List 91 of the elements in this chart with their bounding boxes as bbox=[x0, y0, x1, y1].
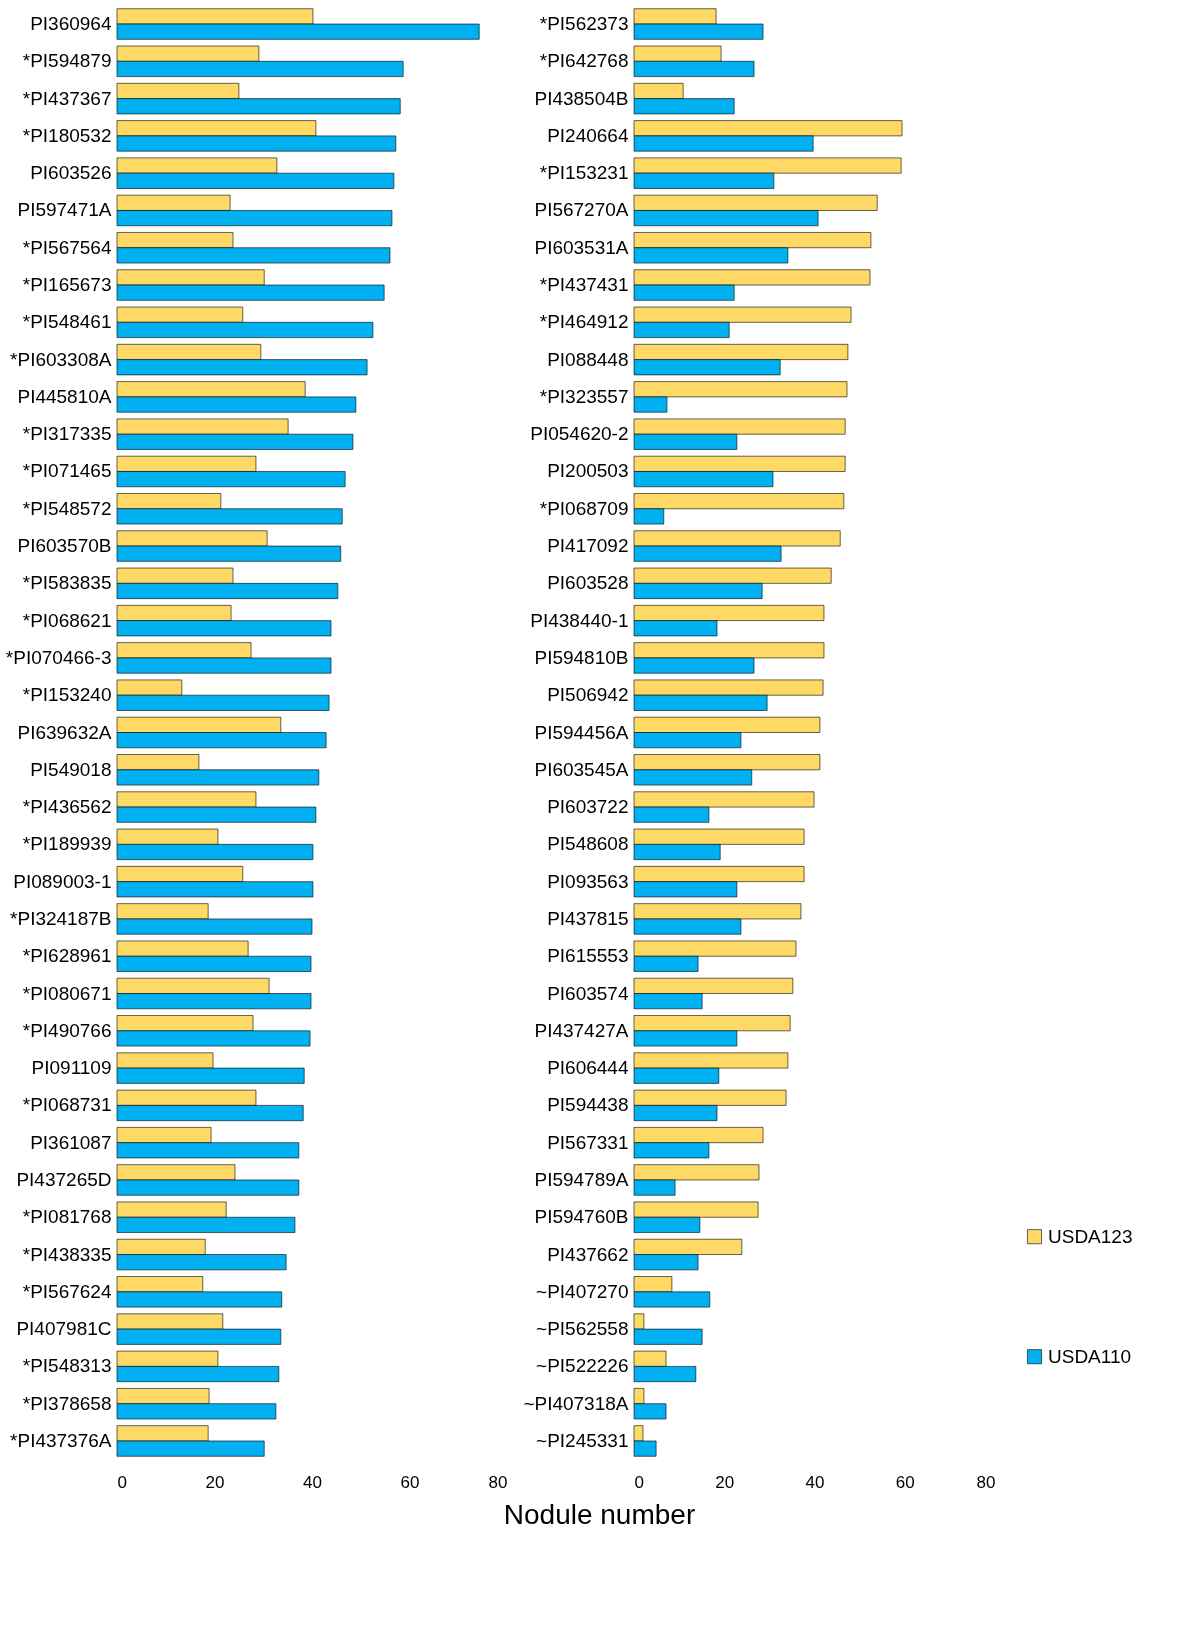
legend-label: USDA123 bbox=[1048, 1225, 1133, 1247]
y-tick-label: *PI603308A bbox=[10, 348, 112, 370]
y-tick-label: PI088448 bbox=[547, 348, 629, 370]
y-tick-label: ~PI407318A bbox=[523, 1392, 629, 1414]
y-tick-label: PI639632A bbox=[17, 721, 112, 743]
y-tick-label: PI567331 bbox=[547, 1131, 629, 1153]
y-tick-label: ~PI407270 bbox=[536, 1280, 629, 1302]
y-tick-label: PI437427A bbox=[534, 1019, 629, 1041]
x-tick-label: 0 bbox=[634, 1472, 644, 1492]
x-tick-label: 40 bbox=[303, 1472, 322, 1492]
y-tick-label: PI445810A bbox=[17, 385, 112, 407]
y-tick-label: *PI490766 bbox=[22, 1019, 112, 1041]
y-tick-label: PI567270A bbox=[534, 199, 629, 221]
x-tick-label: 40 bbox=[805, 1472, 825, 1492]
y-tick-label: PI603722 bbox=[547, 796, 629, 818]
y-tick-label: PI438440-1 bbox=[530, 609, 629, 631]
y-tick-label: PI240664 bbox=[547, 124, 629, 146]
y-tick-label: PI200503 bbox=[547, 460, 629, 482]
y-tick-label: *PI180532 bbox=[22, 124, 112, 146]
y-tick-label: *PI594879 bbox=[22, 50, 112, 72]
y-tick-label: PI603526 bbox=[30, 162, 112, 184]
y-tick-label: PI615553 bbox=[547, 945, 629, 967]
y-tick-label: PI548608 bbox=[547, 833, 629, 855]
y-tick-label: PI549018 bbox=[30, 758, 112, 780]
y-tick-label: PI603574 bbox=[547, 982, 629, 1004]
x-tick-label: 80 bbox=[488, 1472, 508, 1492]
y-tick-label: PI091109 bbox=[31, 1057, 112, 1079]
y-tick-label: PI360964 bbox=[30, 13, 112, 35]
y-tick-label: ~PI562558 bbox=[536, 1318, 629, 1340]
y-tick-label: PI594810B bbox=[534, 646, 629, 668]
y-tick-label: *PI068731 bbox=[22, 1094, 112, 1116]
x-tick-label: 20 bbox=[205, 1472, 225, 1492]
y-tick-label: *PI567624 bbox=[22, 1280, 112, 1302]
y-tick-label: *PI317335 bbox=[22, 423, 112, 445]
x-axis-title: Nodule number bbox=[502, 1499, 697, 1531]
y-tick-label: PI089003-1 bbox=[13, 870, 112, 892]
y-tick-label: PI594789A bbox=[534, 1168, 629, 1190]
y-tick-label: *PI437376A bbox=[10, 1429, 112, 1451]
y-tick-label: *PI068709 bbox=[539, 497, 629, 519]
y-tick-label: *PI437431 bbox=[539, 274, 629, 296]
y-tick-label: *PI153240 bbox=[22, 684, 112, 706]
y-tick-label: PI594760B bbox=[534, 1206, 629, 1228]
y-tick-label: PI054620-2 bbox=[530, 423, 629, 445]
y-tick-label: *PI165673 bbox=[22, 274, 112, 296]
y-tick-label: PI417092 bbox=[547, 535, 629, 557]
y-tick-label: PI437265D bbox=[16, 1168, 112, 1190]
y-tick-label: PI594456A bbox=[534, 721, 629, 743]
x-tick-label: 80 bbox=[976, 1472, 996, 1492]
y-tick-label: *PI548572 bbox=[22, 497, 112, 519]
y-tick-label: *PI323557 bbox=[539, 385, 629, 407]
y-tick-label: *PI378658 bbox=[22, 1392, 112, 1414]
y-tick-label: *PI081768 bbox=[22, 1206, 112, 1228]
y-tick-label: PI603528 bbox=[547, 572, 629, 594]
y-tick-label: PI603570B bbox=[17, 535, 112, 557]
y-tick-label: *PI436562 bbox=[22, 796, 112, 818]
x-tick-label: 20 bbox=[715, 1472, 735, 1492]
y-tick-label: PI603545A bbox=[534, 758, 629, 780]
y-tick-label: *PI070466-3 bbox=[5, 646, 112, 668]
y-tick-label: PI361087 bbox=[30, 1131, 112, 1153]
y-tick-label: *PI153231 bbox=[539, 162, 629, 184]
y-tick-label: *PI438335 bbox=[22, 1243, 112, 1265]
y-tick-label: *PI437367 bbox=[22, 87, 112, 109]
y-tick-label: *PI548461 bbox=[22, 311, 112, 333]
y-tick-label: *PI324187B bbox=[10, 907, 112, 929]
y-tick-label: *PI189939 bbox=[22, 833, 112, 855]
y-tick-label: *PI080671 bbox=[22, 982, 112, 1004]
x-tick-label: 0 bbox=[117, 1472, 127, 1492]
y-tick-label: *PI562373 bbox=[539, 13, 629, 35]
y-tick-label: *PI642768 bbox=[539, 50, 629, 72]
y-tick-label: PI437662 bbox=[547, 1243, 629, 1265]
y-tick-label: ~PI522226 bbox=[536, 1355, 629, 1377]
y-tick-label: PI407981C bbox=[16, 1318, 112, 1340]
y-tick-label: PI506942 bbox=[547, 684, 629, 706]
x-tick-label: 60 bbox=[895, 1472, 915, 1492]
y-tick-label: PI437815 bbox=[547, 907, 629, 929]
y-tick-label: PI597471A bbox=[17, 199, 112, 221]
y-tick-label: PI606444 bbox=[547, 1057, 629, 1079]
y-tick-label: *PI628961 bbox=[22, 945, 112, 967]
y-tick-label: PI603531A bbox=[534, 236, 629, 258]
y-tick-label: *PI583835 bbox=[22, 572, 112, 594]
y-tick-label: PI093563 bbox=[547, 870, 629, 892]
y-tick-label: ~PI245331 bbox=[536, 1429, 629, 1451]
y-tick-label: PI438504B bbox=[534, 87, 629, 109]
legend-label: USDA110 bbox=[1048, 1345, 1132, 1367]
x-tick-label: 60 bbox=[400, 1472, 420, 1492]
y-tick-label: *PI567564 bbox=[22, 236, 112, 258]
y-tick-label: *PI071465 bbox=[22, 460, 112, 482]
y-tick-label: *PI464912 bbox=[539, 311, 629, 333]
y-tick-label: PI594438 bbox=[547, 1094, 629, 1116]
y-tick-label: *PI548313 bbox=[22, 1355, 112, 1377]
y-tick-label: *PI068621 bbox=[22, 609, 112, 631]
